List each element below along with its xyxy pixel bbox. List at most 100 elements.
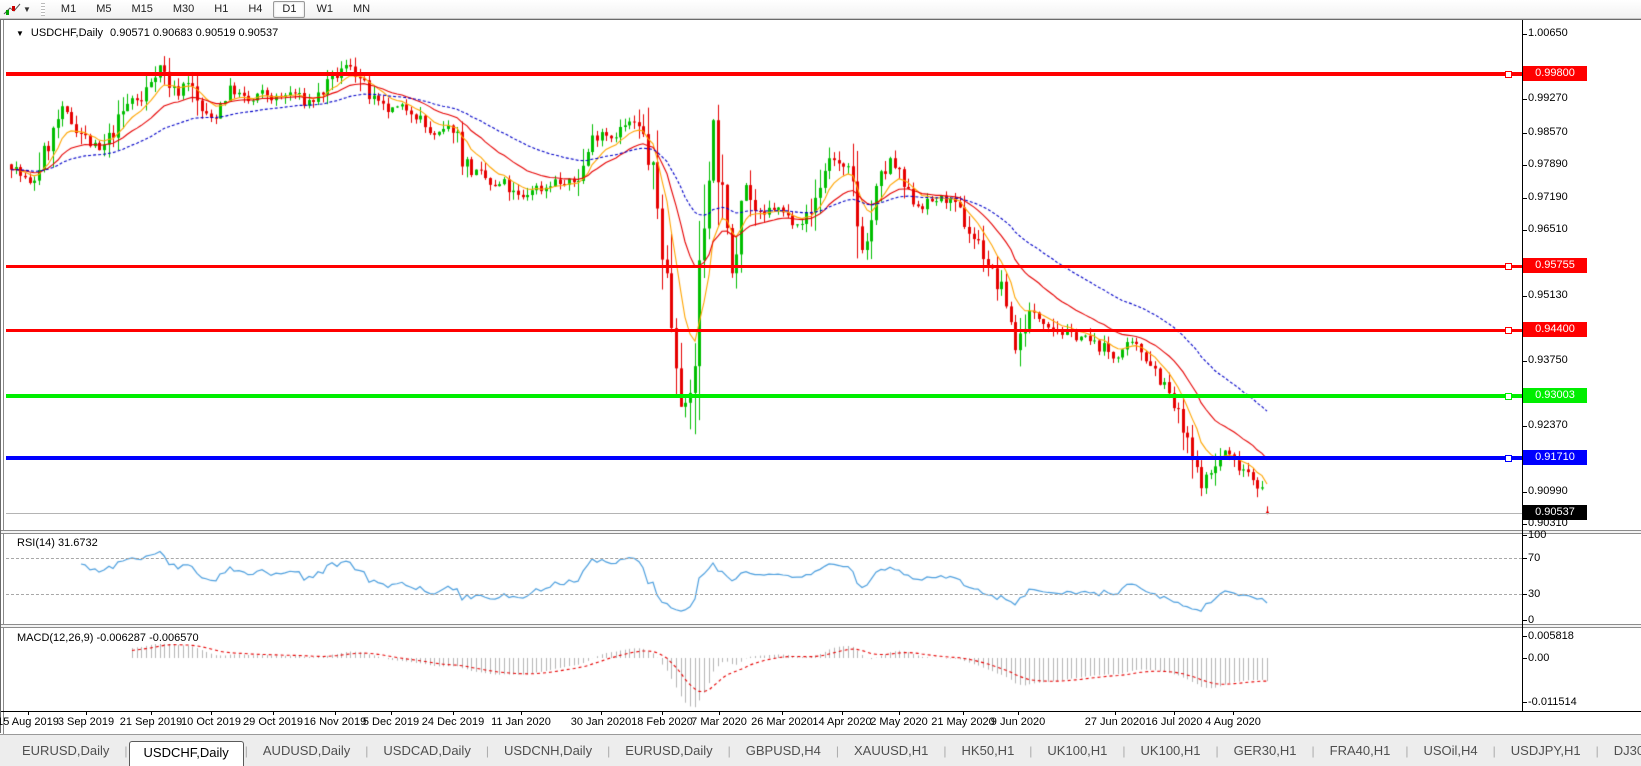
date-tick-label: 21 May 2020 xyxy=(931,716,995,728)
date-tick-mark xyxy=(273,711,274,715)
level-drag-handle[interactable] xyxy=(1505,327,1512,335)
rsi-indicator-canvas[interactable] xyxy=(1,533,1522,624)
date-tick-label: 16 Jul 2020 xyxy=(1145,716,1203,728)
date-tick-mark xyxy=(211,711,212,715)
chart-tab-usdcnh-daily[interactable]: USDCNH,Daily xyxy=(503,743,593,758)
rsi-level-line xyxy=(6,593,1522,595)
chart-tab-gbpusd-h4[interactable]: GBPUSD,H4 xyxy=(745,743,821,758)
timeframe-toolbar: ▼ M1 M5 M15 M30 H1 H4 D1 W1 MN xyxy=(0,0,1641,19)
price-tick-mark xyxy=(1522,99,1527,101)
chart-tab-uk100-h1[interactable]: UK100,H1 xyxy=(1047,743,1108,758)
chart-window: ▼ USDCHF,Daily 0.90571 0.90683 0.90519 0… xyxy=(0,19,1641,734)
date-tick-mark xyxy=(842,711,843,715)
chart-type-dropdown-icon[interactable]: ▼ xyxy=(23,4,31,14)
horizontal-level-line[interactable] xyxy=(6,264,1522,268)
pane-separator-rsi-macd[interactable] xyxy=(1,624,1641,628)
chart-tab-dj30-daily[interactable]: DJ30,Daily xyxy=(1613,743,1641,758)
price-tick-label: 0.96510 xyxy=(1528,223,1568,236)
chart-tab-hk50-h1[interactable]: HK50,H1 xyxy=(961,743,1015,758)
rsi-label: RSI(14) 31.6732 xyxy=(15,537,100,549)
chart-tab-ger30-h1[interactable]: GER30,H1 xyxy=(1233,743,1297,758)
price-tick-label: 0.97890 xyxy=(1528,157,1568,170)
macd-tick-label: 0.005818 xyxy=(1528,630,1574,642)
rsi-tick-label: 30 xyxy=(1528,587,1541,600)
date-tick-mark xyxy=(391,711,392,715)
date-tick-mark xyxy=(1115,711,1116,715)
price-chart-canvas[interactable] xyxy=(1,21,1522,530)
tab-divider: | xyxy=(1122,744,1126,758)
chart-ohlc-values: 0.90571 0.90683 0.90519 0.90537 xyxy=(110,27,279,39)
level-drag-handle[interactable] xyxy=(1505,262,1512,270)
price-tick-mark xyxy=(1522,295,1527,297)
date-tick-label: 11 Jan 2020 xyxy=(491,716,551,728)
chart-tab-bar: EURUSD,Daily | USDCHF,Daily | AUDUSD,Daily | U… xyxy=(0,734,1641,766)
price-tick-mark xyxy=(1522,33,1527,35)
tab-divider: | xyxy=(365,744,369,758)
chart-tab-fra40-h1[interactable]: FRA40,H1 xyxy=(1329,743,1391,758)
level-price-badge: 0.95755 xyxy=(1523,257,1587,273)
date-tick-label: 27 Jun 2020 xyxy=(1084,716,1146,728)
level-drag-handle[interactable] xyxy=(1505,454,1512,462)
price-tick-label: 0.95130 xyxy=(1528,288,1568,301)
date-tick-mark xyxy=(662,711,663,715)
date-tick-mark xyxy=(782,711,783,715)
date-tick-mark xyxy=(719,711,720,715)
timeframe-button-m30[interactable]: M30 xyxy=(172,2,195,15)
timeframe-button-h1[interactable]: H1 xyxy=(214,2,229,15)
date-tick-mark xyxy=(151,711,152,715)
price-tick-mark xyxy=(1522,524,1527,526)
chart-tab-eurusd-daily[interactable]: EURUSD,Daily xyxy=(22,743,110,758)
timeframe-button-d1[interactable]: D1 xyxy=(273,0,306,18)
chart-tab-eurusd-daily[interactable]: EURUSD,Daily xyxy=(625,743,713,758)
level-drag-handle[interactable] xyxy=(1505,393,1512,401)
horizontal-level-line[interactable] xyxy=(6,72,1522,77)
tab-divider: | xyxy=(1029,744,1033,758)
date-tick-mark xyxy=(521,711,522,715)
tab-divider: | xyxy=(1215,744,1219,758)
rsi-tick-mark xyxy=(1522,535,1527,536)
current-price-badge: 0.90537 xyxy=(1523,505,1587,521)
timeframe-button-m1[interactable]: M1 xyxy=(60,2,77,15)
horizontal-level-line[interactable] xyxy=(6,329,1522,333)
date-tick-mark xyxy=(453,711,454,715)
tab-divider: | xyxy=(1405,744,1409,758)
price-axis-line xyxy=(1522,20,1523,711)
macd-tick-mark xyxy=(1522,701,1527,703)
timeframe-button-mn[interactable]: MN xyxy=(352,2,371,15)
price-tick-mark xyxy=(1522,197,1527,199)
chart-tab-usdjpy-h1[interactable]: USDJPY,H1 xyxy=(1510,743,1581,758)
horizontal-level-line[interactable] xyxy=(6,455,1522,460)
price-tick-mark xyxy=(1522,132,1527,134)
new-chart-icon[interactable] xyxy=(3,2,21,17)
timeframe-button-h4[interactable]: H4 xyxy=(248,2,263,15)
date-tick-label: 15 Aug 2019 xyxy=(0,716,59,728)
tab-divider: | xyxy=(607,744,611,758)
pane-separator-main-rsi[interactable] xyxy=(1,530,1641,534)
date-tick-label: 30 Jan 2020 xyxy=(570,716,632,728)
chart-tab-usdchf-daily[interactable]: USDCHF,Daily xyxy=(128,741,244,766)
price-tick-label: 1.00650 xyxy=(1528,26,1568,39)
chart-dropdown-icon[interactable]: ▼ xyxy=(16,28,24,38)
macd-indicator-canvas[interactable] xyxy=(1,629,1522,711)
tab-divider: | xyxy=(1492,744,1496,758)
date-tick-label: 3 Sep 2019 xyxy=(57,716,115,728)
chart-tab-uk100-h1[interactable]: UK100,H1 xyxy=(1140,743,1201,758)
level-price-badge: 0.99800 xyxy=(1523,66,1587,82)
timeframe-button-w1[interactable]: W1 xyxy=(316,2,333,15)
macd-tick-label: -0.011514 xyxy=(1528,695,1577,708)
toolbar-grip[interactable] xyxy=(40,2,45,16)
current-price-line xyxy=(6,513,1522,515)
rsi-level-line xyxy=(6,558,1522,560)
timeframe-button-m5[interactable]: M5 xyxy=(96,2,112,15)
chart-tab-xauusd-h1[interactable]: XAUUSD,H1 xyxy=(854,743,929,758)
chart-tab-usoil-h4[interactable]: USOil,H4 xyxy=(1423,743,1478,758)
timeframe-button-m15[interactable]: M15 xyxy=(131,2,153,15)
date-tick-label: 21 Sep 2019 xyxy=(119,716,183,728)
horizontal-level-line[interactable] xyxy=(6,394,1522,399)
chart-tab-usdcad-daily[interactable]: USDCAD,Daily xyxy=(383,743,471,758)
date-tick-label: 9 Jun 2020 xyxy=(990,716,1046,728)
chart-symbol-label: USDCHF,Daily xyxy=(30,27,104,39)
tab-divider: | xyxy=(124,744,128,758)
level-drag-handle[interactable] xyxy=(1505,71,1512,79)
chart-tab-audusd-daily[interactable]: AUDUSD,Daily xyxy=(262,743,351,758)
